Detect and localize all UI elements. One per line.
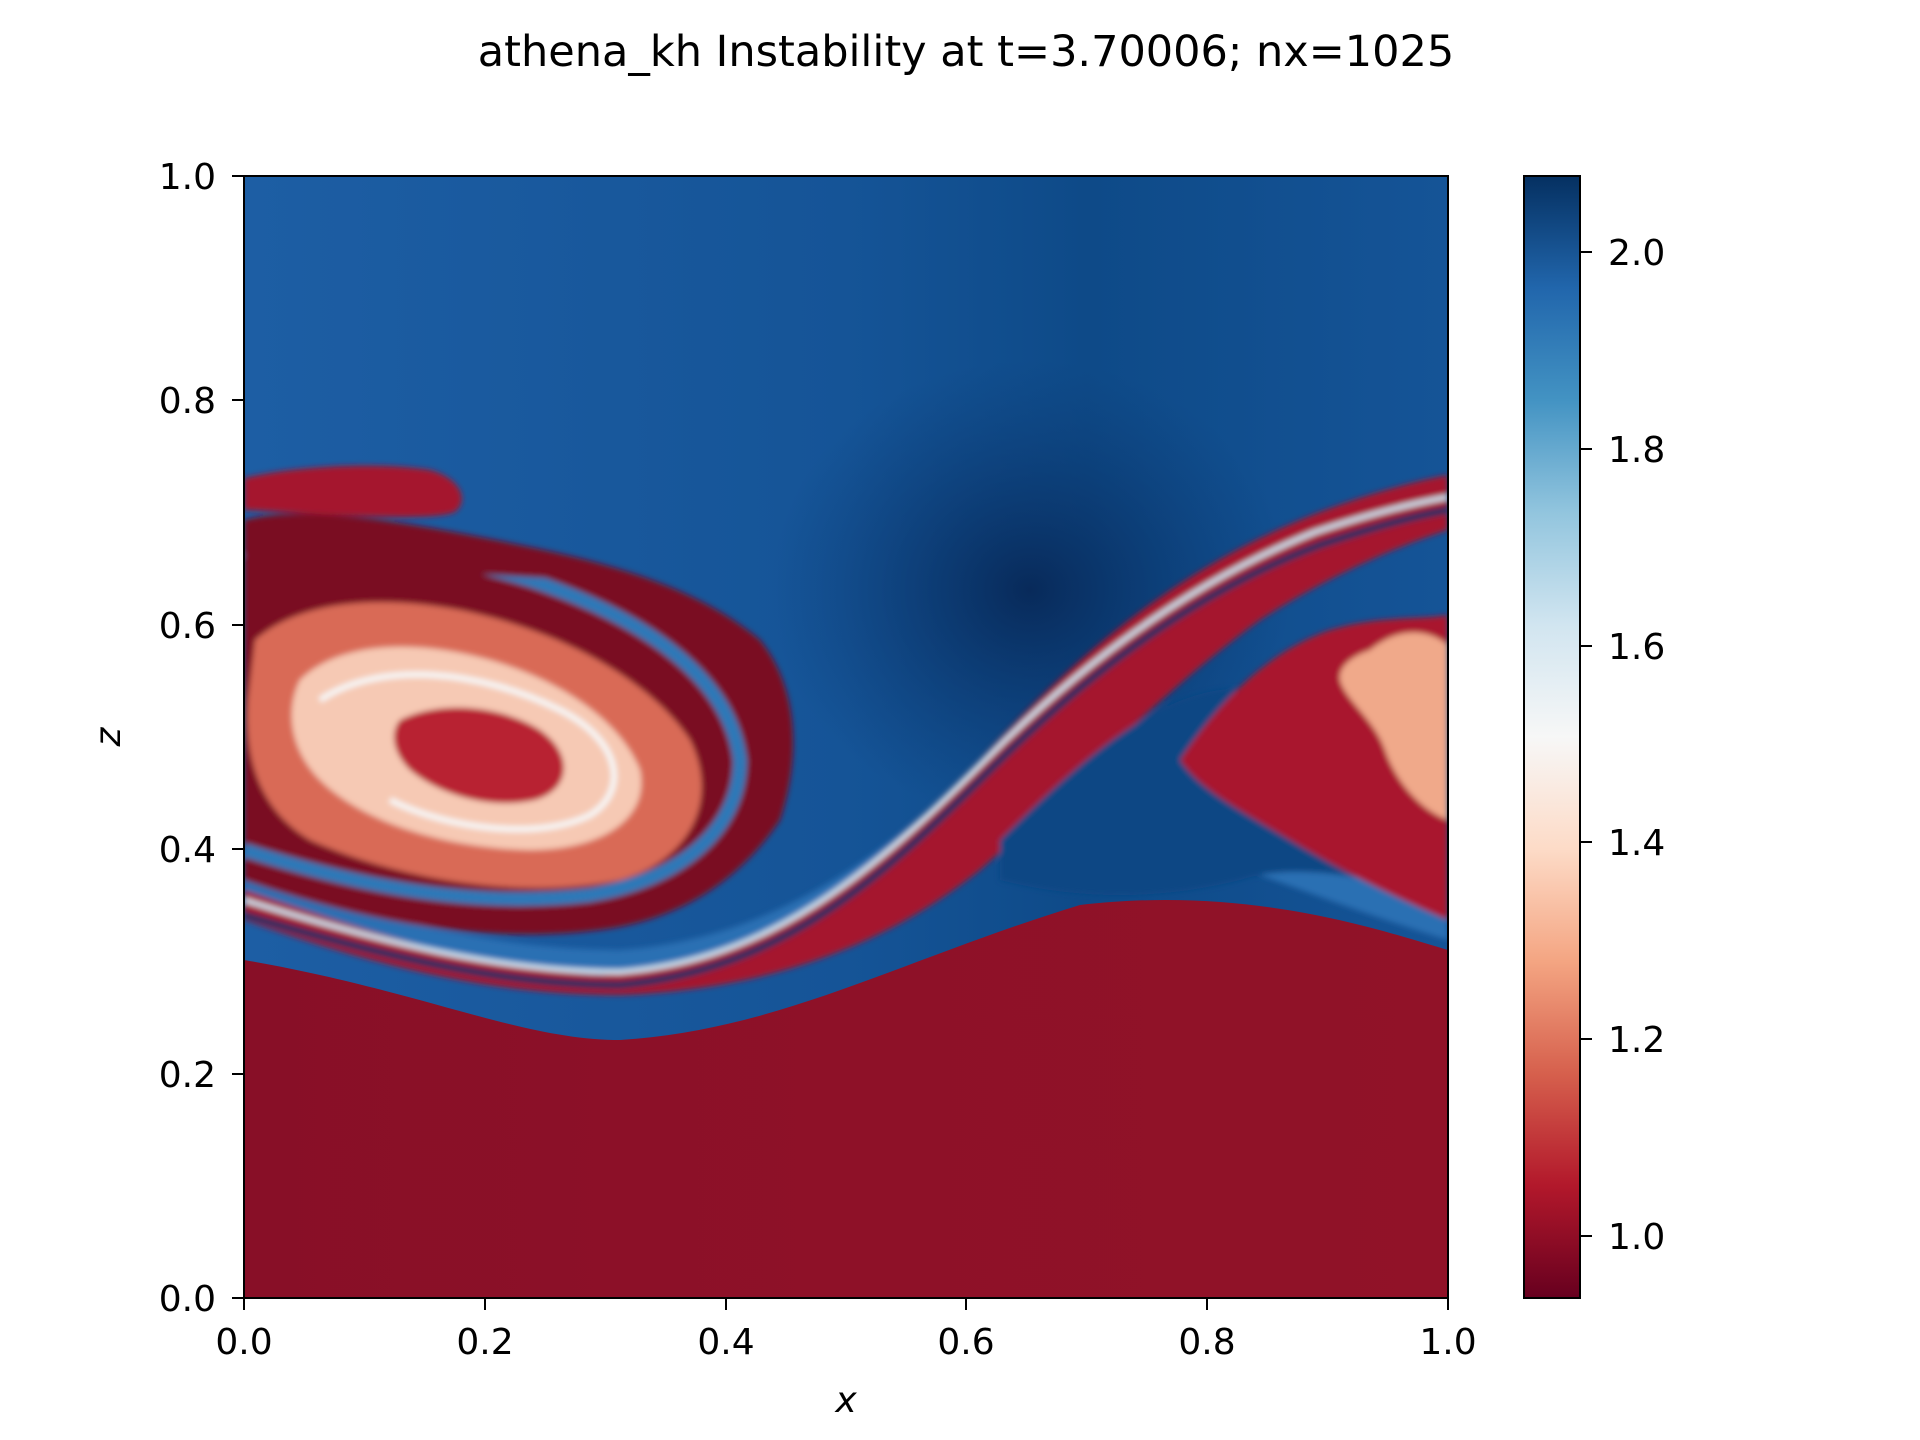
x-tick-label: 0.6 [937, 1322, 994, 1363]
y-tick: 1.0 [159, 157, 244, 198]
colorbar-tick: 1.8 [1580, 430, 1665, 471]
x-tick-label: 1.0 [1419, 1322, 1476, 1363]
heatmap-top-left-dark-band [244, 535, 600, 580]
colorbar-tick-label: 1.2 [1608, 1020, 1665, 1061]
heatmap-right-pink-swirl [1339, 632, 1448, 820]
y-tick: 0.2 [159, 1055, 244, 1096]
colorbar-tick: 2.0 [1580, 233, 1665, 274]
heatmap-top-left-red-strand [244, 465, 462, 518]
x-axis: 0.0 0.2 0.4 0.6 0.8 1.0 x [215, 1298, 1477, 1421]
colorbar-tick-label: 1.0 [1608, 1217, 1665, 1258]
x-tick: 0.0 [215, 1298, 273, 1363]
colorbar-fill [1523, 175, 1581, 1299]
y-axis-label: z [88, 726, 129, 747]
colorbar-tick: 1.2 [1580, 1020, 1665, 1061]
colorbar-tick-label: 2.0 [1608, 233, 1665, 274]
y-tick-label: 0.6 [159, 606, 216, 647]
y-tick-label: 0.2 [159, 1055, 216, 1096]
y-tick: 0.8 [159, 381, 244, 422]
x-tick: 0.4 [697, 1298, 755, 1363]
colorbar-tick: 1.6 [1580, 627, 1665, 668]
y-tick-label: 0.0 [159, 1279, 216, 1320]
colorbar: 1.0 1.2 1.4 1.6 1.8 2.0 [1523, 175, 1665, 1299]
heatmap-thin-light-filament [244, 494, 1448, 975]
heatmap-dense-core [770, 360, 1290, 820]
x-tick: 0.8 [1178, 1298, 1236, 1363]
colorbar-tick-label: 1.8 [1608, 430, 1665, 471]
x-tick-label: 0.4 [697, 1322, 754, 1363]
colorbar-tick-label: 1.6 [1608, 627, 1665, 668]
y-tick-label: 0.8 [159, 381, 216, 422]
plot-frame [243, 175, 1449, 1299]
x-axis-label: x [834, 1380, 857, 1421]
plot-area [244, 176, 1448, 1298]
chart-title: athena_kh Instability at t=3.70006; nx=1… [478, 27, 1454, 77]
heatmap-lower-region [244, 899, 1448, 1298]
heatmap-left-vortex-red-inner [394, 707, 564, 804]
x-tick: 0.6 [937, 1298, 995, 1363]
y-axis: 0.0 0.2 0.4 0.6 0.8 1.0 z [88, 157, 244, 1320]
y-tick: 0.6 [159, 606, 244, 647]
colorbar-tick: 1.0 [1580, 1217, 1665, 1258]
y-tick: 0.0 [159, 1279, 244, 1320]
heatmap-left-vortex-white-filaments [318, 671, 617, 833]
heatmap-thin-dark-filament [244, 506, 1448, 989]
x-tick-label: 0.2 [456, 1322, 513, 1363]
colorbar-tick: 1.4 [1580, 823, 1665, 864]
x-tick: 1.0 [1419, 1298, 1477, 1363]
y-tick-label: 0.4 [159, 830, 216, 871]
y-tick: 0.4 [159, 830, 244, 871]
y-tick-label: 1.0 [159, 157, 216, 198]
x-tick: 0.2 [456, 1298, 514, 1363]
x-tick-label: 0.8 [1178, 1322, 1235, 1363]
x-tick-label: 0.0 [215, 1322, 272, 1363]
colorbar-tick-label: 1.4 [1608, 823, 1665, 864]
heatmap-interface-layer [244, 465, 1448, 995]
